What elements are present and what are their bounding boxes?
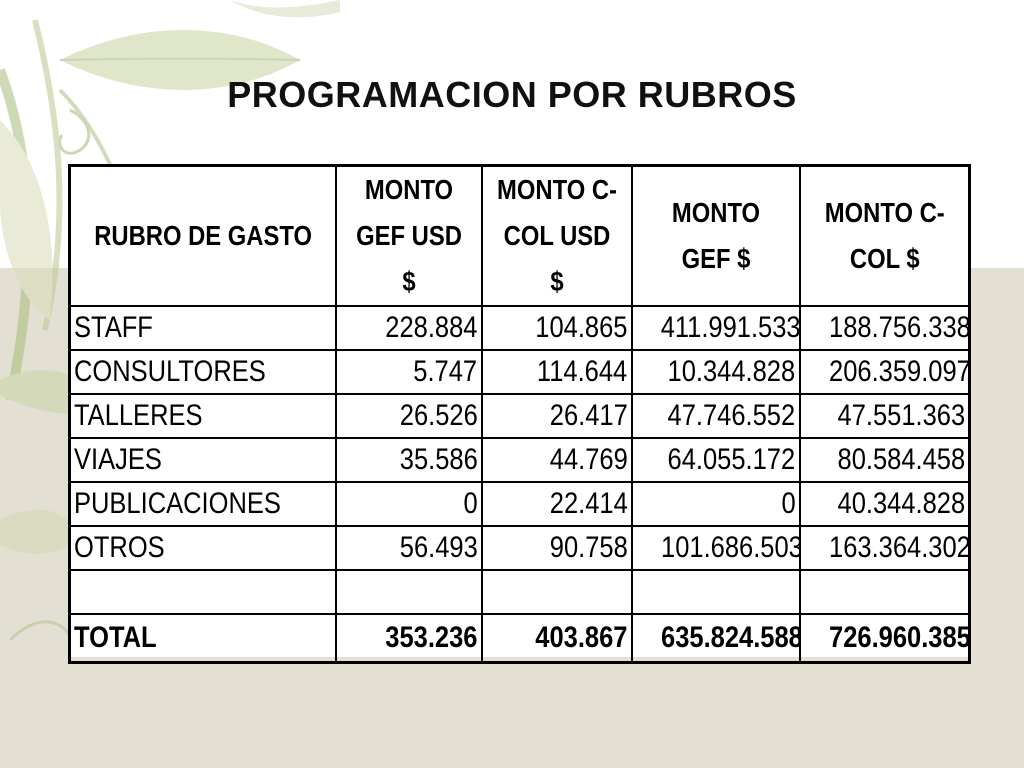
table-total-row: TOTAL 353.236 403.867 635.824.588 726.96… [68, 613, 971, 664]
table-row: PUBLICACIONES 0 22.414 0 40.344.828 [68, 481, 971, 527]
cell-ccol-usd: 104.865 [480, 305, 633, 351]
cell-gef-usd: 5.747 [334, 349, 483, 395]
table-row: STAFF 228.884 104.865 411.991.533 188.75… [68, 305, 971, 351]
total-ccol-pesos: 726.960.385 [798, 613, 971, 664]
table-row-empty [68, 569, 971, 615]
total-gef-usd: 353.236 [334, 613, 483, 664]
header-gef-pesos: MONTO GEF $ [630, 164, 801, 307]
total-gef-pesos: 635.824.588 [630, 613, 801, 664]
cell-gef-pesos: 411.991.533 [630, 305, 801, 351]
header-ccol-usd: MONTO C-COL USD $ [480, 164, 633, 307]
cell-gef-pesos [630, 569, 801, 615]
header-ccol-pesos: MONTO C-COL $ [798, 164, 971, 307]
header-gef-usd: MONTO GEF USD $ [334, 164, 483, 307]
total-ccol-usd: 403.867 [480, 613, 633, 664]
cell-ccol-pesos: 163.364.302 [798, 525, 971, 571]
cell-ccol-usd: 26.417 [480, 393, 633, 439]
cell-rubro: PUBLICACIONES [68, 481, 337, 527]
budget-table: RUBRO DE GASTO MONTO GEF USD $ MONTO C-C… [68, 164, 971, 664]
cell-gef-usd: 35.586 [334, 437, 483, 483]
cell-ccol-pesos: 206.359.097 [798, 349, 971, 395]
table-row: TALLERES 26.526 26.417 47.746.552 47.551… [68, 393, 971, 439]
cell-ccol-usd: 44.769 [480, 437, 633, 483]
cell-gef-usd: 0 [334, 481, 483, 527]
cell-ccol-usd: 90.758 [480, 525, 633, 571]
cell-ccol-pesos: 47.551.363 [798, 393, 971, 439]
cell-rubro: VIAJES [68, 437, 337, 483]
cell-rubro: CONSULTORES [68, 349, 337, 395]
cell-ccol-usd: 22.414 [480, 481, 633, 527]
total-label: TOTAL [68, 613, 337, 664]
cell-gef-pesos: 10.344.828 [630, 349, 801, 395]
slide-title: PROGRAMACION POR RUBROS [227, 74, 797, 115]
table-row: CONSULTORES 5.747 114.644 10.344.828 206… [68, 349, 971, 395]
table-row: VIAJES 35.586 44.769 64.055.172 80.584.4… [68, 437, 971, 483]
cell-rubro: STAFF [68, 305, 337, 351]
cell-gef-usd: 56.493 [334, 525, 483, 571]
header-rubro: RUBRO DE GASTO [68, 164, 337, 307]
budget-table-grid: RUBRO DE GASTO MONTO GEF USD $ MONTO C-C… [68, 164, 971, 664]
cell-rubro: OTROS [68, 525, 337, 571]
cell-gef-pesos: 0 [630, 481, 801, 527]
cell-gef-pesos: 64.055.172 [630, 437, 801, 483]
cell-ccol-pesos [798, 569, 971, 615]
cell-gef-pesos: 47.746.552 [630, 393, 801, 439]
cell-ccol-pesos: 40.344.828 [798, 481, 971, 527]
cell-rubro: TALLERES [68, 393, 337, 439]
cell-gef-usd: 26.526 [334, 393, 483, 439]
cell-ccol-pesos: 188.756.338 [798, 305, 971, 351]
table-header-row: RUBRO DE GASTO MONTO GEF USD $ MONTO C-C… [68, 164, 971, 307]
cell-ccol-usd: 114.644 [480, 349, 633, 395]
cell-ccol-pesos: 80.584.458 [798, 437, 971, 483]
cell-gef-usd: 228.884 [334, 305, 483, 351]
cell-gef-pesos: 101.686.503 [630, 525, 801, 571]
cell-rubro [68, 569, 337, 615]
cell-ccol-usd [480, 569, 633, 615]
table-row: OTROS 56.493 90.758 101.686.503 163.364.… [68, 525, 971, 571]
cell-gef-usd [334, 569, 483, 615]
